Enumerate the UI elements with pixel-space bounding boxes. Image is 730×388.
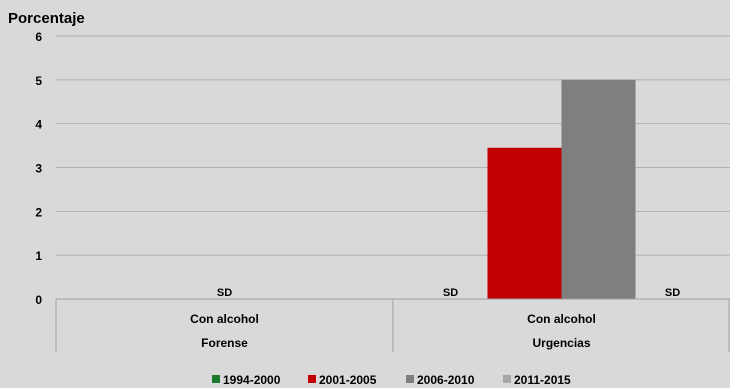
y-tick-label: 4 bbox=[35, 118, 42, 132]
y-tick-label: 0 bbox=[35, 293, 42, 307]
legend-label: 2001-2005 bbox=[319, 373, 377, 387]
legend-swatch bbox=[406, 375, 414, 383]
y-tick-label: 2 bbox=[35, 205, 42, 219]
sd-label: SD bbox=[443, 287, 458, 299]
y-tick-label: 6 bbox=[35, 30, 42, 44]
bar-2001-2005 bbox=[487, 147, 562, 299]
annotations: SD SD SD bbox=[217, 287, 680, 299]
gridlines bbox=[56, 35, 730, 300]
legend-swatch bbox=[503, 375, 511, 383]
bar-2006-2010 bbox=[561, 79, 636, 299]
legend-label: 1994-2000 bbox=[223, 373, 281, 387]
legend-swatch bbox=[308, 375, 316, 383]
bars bbox=[487, 79, 636, 299]
x-category-label: Con alcohol bbox=[527, 312, 596, 326]
y-axis-title: Porcentaje bbox=[8, 10, 85, 27]
x-group-label: Urgencias bbox=[532, 336, 590, 350]
y-tick-label: 1 bbox=[35, 249, 42, 263]
sd-label: SD bbox=[665, 287, 680, 299]
y-tick-label: 3 bbox=[35, 162, 42, 176]
legend-label: 2011-2015 bbox=[514, 373, 571, 387]
x-axis: Con alcohol Forense Con alcohol Urgencias bbox=[55, 298, 730, 352]
legend-swatch bbox=[212, 375, 220, 383]
legend-label: 2006-2010 bbox=[417, 373, 475, 387]
y-axis-ticks: 0 1 2 3 4 5 6 bbox=[35, 30, 42, 307]
sd-label: SD bbox=[217, 287, 232, 299]
legend: 1994-2000 2001-2005 2006-2010 2011-2015 bbox=[212, 373, 571, 387]
y-tick-label: 5 bbox=[35, 74, 42, 88]
x-category-label: Con alcohol bbox=[190, 312, 259, 326]
x-group-label: Forense bbox=[201, 336, 248, 350]
